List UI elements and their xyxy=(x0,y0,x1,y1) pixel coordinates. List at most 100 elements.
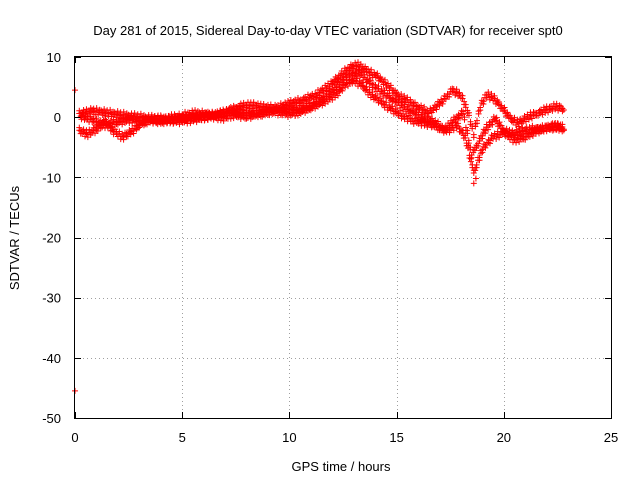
data-point xyxy=(182,108,189,115)
data-point xyxy=(466,152,473,159)
tick-marks xyxy=(75,57,612,419)
data-point xyxy=(374,70,381,77)
data-point xyxy=(477,104,484,111)
data-point xyxy=(383,99,390,106)
data-point xyxy=(474,117,480,124)
data-point xyxy=(493,114,500,121)
data-point xyxy=(103,118,110,125)
data-point xyxy=(237,106,244,113)
data-point xyxy=(407,96,414,103)
data-point xyxy=(131,110,138,117)
data-point xyxy=(528,127,535,134)
data-point xyxy=(492,98,499,105)
data-point xyxy=(273,105,280,112)
data-point xyxy=(411,99,418,106)
data-point xyxy=(505,130,512,137)
data-point xyxy=(559,105,566,112)
data-point xyxy=(117,115,124,122)
data-point xyxy=(506,126,513,133)
data-point xyxy=(369,88,376,95)
data-point xyxy=(560,127,567,134)
data-point xyxy=(93,105,100,112)
data-point xyxy=(421,113,428,120)
data-point xyxy=(403,110,410,117)
data-point xyxy=(425,118,432,125)
data-point xyxy=(401,101,408,108)
data-point xyxy=(508,131,515,138)
data-point xyxy=(93,115,100,122)
data-point xyxy=(142,115,149,122)
data-point xyxy=(365,66,372,73)
data-point xyxy=(556,102,563,109)
data-point xyxy=(485,89,492,96)
data-point xyxy=(387,82,394,89)
data-point xyxy=(469,122,476,129)
data-point xyxy=(395,97,402,104)
data-point xyxy=(480,98,487,105)
data-point xyxy=(421,103,428,110)
data-point xyxy=(236,109,243,116)
data-point xyxy=(101,106,108,113)
data-point xyxy=(456,89,463,96)
data-point xyxy=(359,79,366,86)
data-point xyxy=(106,119,113,126)
data-point xyxy=(501,104,508,111)
data-point xyxy=(432,117,439,124)
data-point xyxy=(313,98,320,105)
data-point xyxy=(467,155,474,162)
data-point xyxy=(491,92,498,99)
data-point xyxy=(500,105,507,112)
data-point xyxy=(199,107,206,114)
data-point xyxy=(497,122,504,129)
data-point xyxy=(459,92,466,99)
data-point xyxy=(206,110,213,117)
data-point xyxy=(90,105,97,112)
x-tick-label: 15 xyxy=(389,430,403,445)
data-point xyxy=(521,112,528,119)
y-tick-label: -10 xyxy=(42,170,61,185)
data-point xyxy=(461,98,468,105)
data-point xyxy=(504,109,511,116)
data-point xyxy=(419,116,426,123)
data-point xyxy=(458,107,465,114)
data-point xyxy=(80,126,87,133)
data-point xyxy=(276,106,283,113)
data-point xyxy=(389,103,396,110)
data-point xyxy=(476,154,483,161)
data-point xyxy=(418,111,425,118)
x-tick-label: 10 xyxy=(282,430,296,445)
data-point xyxy=(358,69,365,76)
data-point xyxy=(462,132,469,139)
data-point xyxy=(334,89,341,96)
data-point xyxy=(392,96,399,103)
data-point xyxy=(437,124,444,131)
data-point xyxy=(500,126,507,133)
data-point xyxy=(353,63,360,70)
y-tick-label: 0 xyxy=(54,110,61,125)
data-point xyxy=(554,120,561,127)
data-point xyxy=(114,108,121,115)
data-point xyxy=(439,122,446,129)
data-point xyxy=(560,106,567,113)
data-point xyxy=(462,124,469,131)
x-tick-label: 20 xyxy=(497,430,511,445)
data-point xyxy=(312,90,319,97)
data-point xyxy=(87,105,94,112)
x-tick-label: 25 xyxy=(604,430,618,445)
data-point xyxy=(339,85,346,92)
data-point xyxy=(509,127,516,134)
data-point xyxy=(352,68,359,75)
data-point xyxy=(455,120,462,127)
data-point xyxy=(378,86,385,93)
x-tick-label: 5 xyxy=(179,430,186,445)
data-point xyxy=(457,126,464,133)
data-point xyxy=(372,82,379,89)
data-point xyxy=(490,113,497,120)
data-point xyxy=(76,124,83,131)
data-point xyxy=(459,127,466,134)
data-point xyxy=(309,102,316,109)
data-point xyxy=(396,107,403,114)
data-point xyxy=(460,108,467,115)
tick-labels: 0 5 10 15 20 25 -50 -40 -30 -20 -10 0 10 xyxy=(42,50,618,445)
